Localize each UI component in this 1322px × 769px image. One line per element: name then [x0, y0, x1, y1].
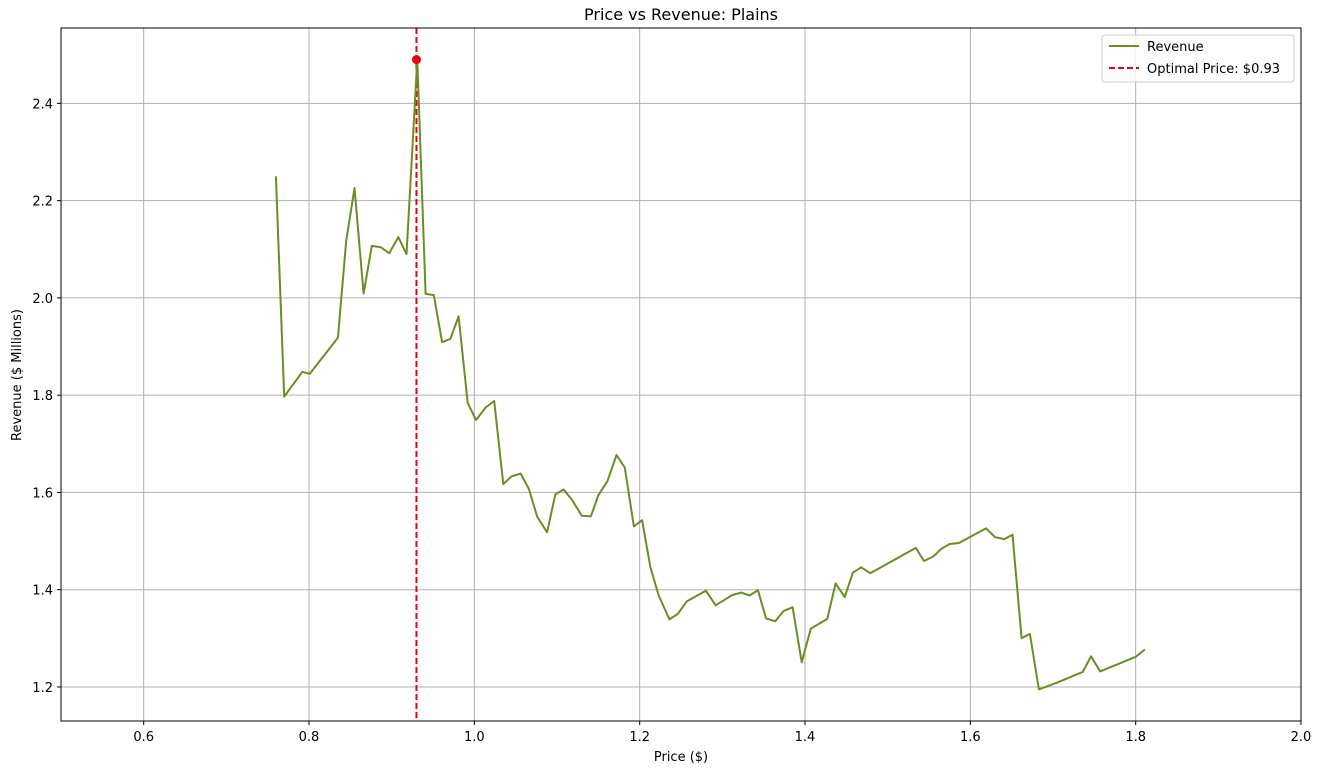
y-tick-label: 1.4: [32, 584, 53, 599]
x-tick-label: 1.6: [960, 730, 981, 745]
y-tick-label: 2.4: [32, 97, 53, 112]
x-tick-label: 1.0: [464, 730, 485, 745]
revenue-series-line: [274, 58, 1146, 691]
y-axis-ticks: 1.2 1.4 1.6 1.8 2.0 2.2 2.4: [32, 97, 61, 696]
legend-box: [1101, 34, 1295, 83]
y-axis-label: Revenue ($ Millions): [10, 309, 25, 441]
legend-label-optimal-price: Optimal Price: $0.93: [1147, 62, 1280, 77]
y-tick-label: 1.6: [32, 486, 53, 501]
x-axis-ticks: 0.6 0.8 1.0 1.2 1.4 1.6 1.8 2.0: [133, 721, 1311, 745]
plot-area-frame: [60, 27, 1302, 722]
series-layer: [274, 55, 1146, 691]
x-tick-label: 2.0: [1291, 730, 1312, 745]
x-axis-label: Price ($): [654, 750, 708, 765]
x-tick-label: 1.2: [629, 730, 650, 745]
x-tick-label: 1.8: [1125, 730, 1146, 745]
grid-lines: [61, 28, 1302, 721]
x-tick-label: 0.8: [299, 730, 320, 745]
optimal-price-marker: [411, 55, 421, 65]
legend: Revenue Optimal Price: $0.93: [1101, 34, 1295, 83]
y-tick-label: 1.8: [32, 389, 53, 404]
x-tick-label: 1.4: [795, 730, 816, 745]
x-tick-label: 0.6: [133, 730, 154, 745]
y-tick-label: 2.0: [32, 292, 53, 307]
legend-label-revenue: Revenue: [1147, 40, 1204, 55]
y-tick-label: 2.2: [32, 195, 53, 210]
chart-title: Price vs Revenue: Plains: [584, 5, 778, 24]
y-tick-label: 1.2: [32, 681, 53, 696]
